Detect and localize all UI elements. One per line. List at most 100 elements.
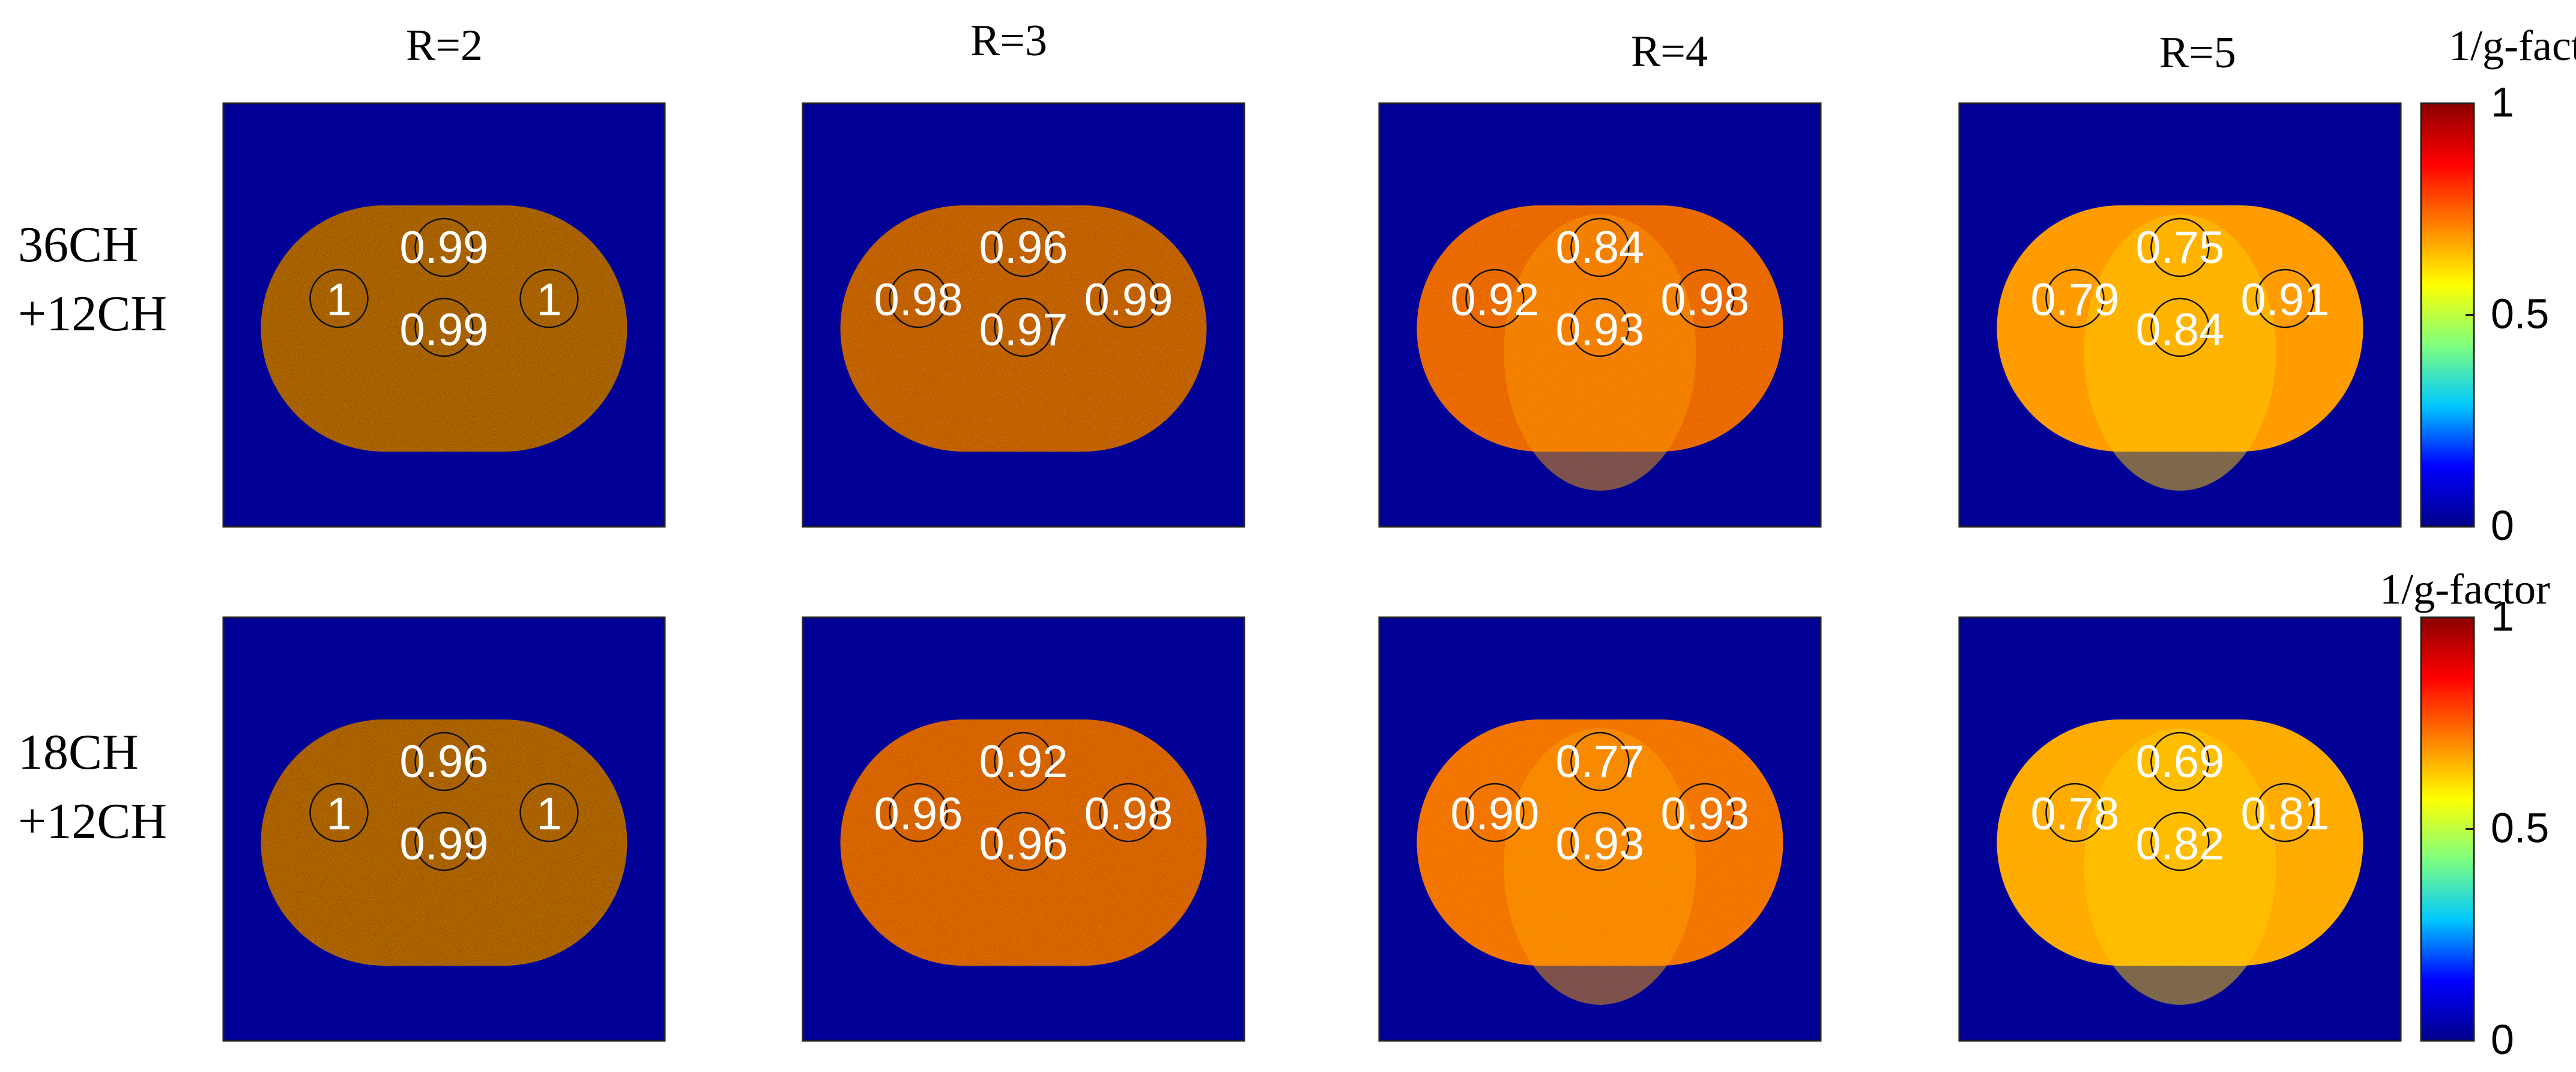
gfactor-map-panel: 0.84 0.92 0.93 0.98 <box>1378 102 1822 528</box>
roi-value-right: 1 <box>536 789 561 840</box>
roi-circle-center <box>2150 297 2210 357</box>
roi-circle-left <box>309 268 369 329</box>
roi-value-center: 0.84 <box>2136 304 2225 356</box>
roi-value-top: 0.75 <box>2136 222 2225 273</box>
phantom-region <box>1416 205 1783 491</box>
roi-value-right: 0.99 <box>1084 274 1173 326</box>
roi-circle-center <box>1570 811 1630 871</box>
roi-value-right: 0.98 <box>1084 789 1173 840</box>
phantom-region <box>840 205 1207 452</box>
gfactor-map-panel: 0.92 0.96 0.96 0.98 <box>802 616 1245 1042</box>
roi-circle-top <box>414 217 474 277</box>
roi-value-top: 0.84 <box>1556 222 1645 273</box>
roi-value-left: 0.78 <box>2031 789 2120 840</box>
roi-value-right: 0.91 <box>2241 274 2330 326</box>
colorbar-gradient <box>2420 616 2475 1042</box>
colorbar-tick-label: 0.5 <box>2491 291 2549 338</box>
roi-value-left: 0.90 <box>1451 789 1540 840</box>
column-label-r2: R=2 <box>406 21 483 70</box>
roi-value-right: 0.93 <box>1661 789 1750 840</box>
roi-value-center: 0.99 <box>400 819 489 870</box>
phantom-region <box>1416 719 1783 1005</box>
roi-circle-top <box>414 731 474 792</box>
roi-circle-left <box>309 783 369 843</box>
roi-circle-center <box>994 297 1053 357</box>
gfactor-map-panel: 0.69 0.78 0.82 0.81 <box>1958 616 2402 1042</box>
roi-value-center: 0.93 <box>1556 304 1645 356</box>
colorbar-gradient <box>2420 102 2475 528</box>
roi-value-top: 0.96 <box>400 736 489 787</box>
panels: 0.9910.9910.960.980.970.990.840.920.930.… <box>222 102 2402 1042</box>
roi-circle-top <box>1570 731 1630 792</box>
phantom-region <box>1997 719 2363 1005</box>
roi-value-center: 0.99 <box>400 304 489 356</box>
roi-circle-center <box>2150 811 2210 871</box>
phantom-center-highlight <box>1504 214 1696 491</box>
phantom-center-highlight <box>2084 214 2276 491</box>
phantom-body <box>840 205 1207 452</box>
phantom-region <box>1997 205 2363 491</box>
roi-circle-left <box>889 783 948 843</box>
gfactor-map-panel: 0.75 0.79 0.84 0.91 <box>1958 102 2402 528</box>
phantom-body <box>840 719 1207 966</box>
roi-circle-right <box>1675 783 1735 843</box>
roi-value-left: 0.92 <box>1451 274 1540 326</box>
roi-circle-top <box>994 731 1053 792</box>
roi-circle-left <box>889 268 948 329</box>
roi-circle-center <box>1570 297 1630 357</box>
column-label-r4: R=4 <box>1631 27 1708 76</box>
roi-circle-right <box>1099 783 1158 843</box>
phantom-center-highlight <box>2084 728 2276 1005</box>
row-label-line: +12CH <box>18 793 167 849</box>
roi-circle-right <box>1675 268 1735 329</box>
gfactor-map-panel: 0.77 0.90 0.93 0.93 <box>1378 616 1822 1042</box>
roi-value-right: 0.81 <box>2241 789 2330 840</box>
colorbar-tick-label: 0 <box>2491 502 2514 549</box>
row-label-line: +12CH <box>18 286 167 342</box>
roi-circle-center <box>414 811 474 871</box>
roi-value-top: 0.69 <box>2136 736 2225 787</box>
roi-circle-top <box>994 217 1053 277</box>
roi-circle-left <box>1465 268 1525 329</box>
roi-circle-center <box>414 297 474 357</box>
colorbar-title: 1/g-factor <box>2380 565 2550 613</box>
roi-circle-right <box>2255 268 2315 329</box>
colorbar-tick-label: 1 <box>2491 79 2514 126</box>
colorbar-tick-label: 0 <box>2491 1016 2514 1063</box>
row-labels: 36CH +12CH 18CH +12CH <box>18 217 167 849</box>
roi-circle-right <box>519 268 579 329</box>
roi-circle-top <box>2150 731 2210 792</box>
column-labels: R=2 R=3 R=4 R=5 <box>406 16 2236 77</box>
roi-circle-top <box>1570 217 1630 277</box>
phantom-region <box>261 205 627 452</box>
roi-value-left: 0.96 <box>874 789 963 840</box>
column-label-r3: R=3 <box>970 16 1047 65</box>
colorbar-tick-label: 1 <box>2491 593 2514 640</box>
roi-value-right: 0.98 <box>1661 274 1750 326</box>
phantom-center-highlight <box>1504 728 1696 1005</box>
roi-value-center: 0.96 <box>979 819 1068 870</box>
column-label-r5: R=5 <box>2159 28 2236 77</box>
phantom-body <box>261 205 627 452</box>
roi-value-top: 0.99 <box>400 222 489 273</box>
roi-value-center: 0.93 <box>1556 819 1645 870</box>
roi-value-left: 1 <box>326 274 351 326</box>
roi-circle-right <box>2255 783 2315 843</box>
roi-circle-left <box>1465 783 1525 843</box>
phantom-region <box>261 719 627 966</box>
colorbar-tick-label: 0.5 <box>2491 805 2549 852</box>
phantom-body <box>261 719 627 966</box>
gfactor-map-panel: 0.96 0.98 0.97 0.99 <box>802 102 1245 528</box>
roi-circle-top <box>2150 217 2210 277</box>
roi-circle-center <box>994 811 1053 871</box>
roi-value-center: 0.97 <box>979 304 1068 356</box>
row-label-line: 18CH <box>18 724 139 780</box>
row-label-line: 36CH <box>18 217 139 273</box>
roi-value-left: 1 <box>326 789 351 840</box>
roi-value-center: 0.82 <box>2136 819 2225 870</box>
roi-value-top: 0.96 <box>979 222 1068 273</box>
